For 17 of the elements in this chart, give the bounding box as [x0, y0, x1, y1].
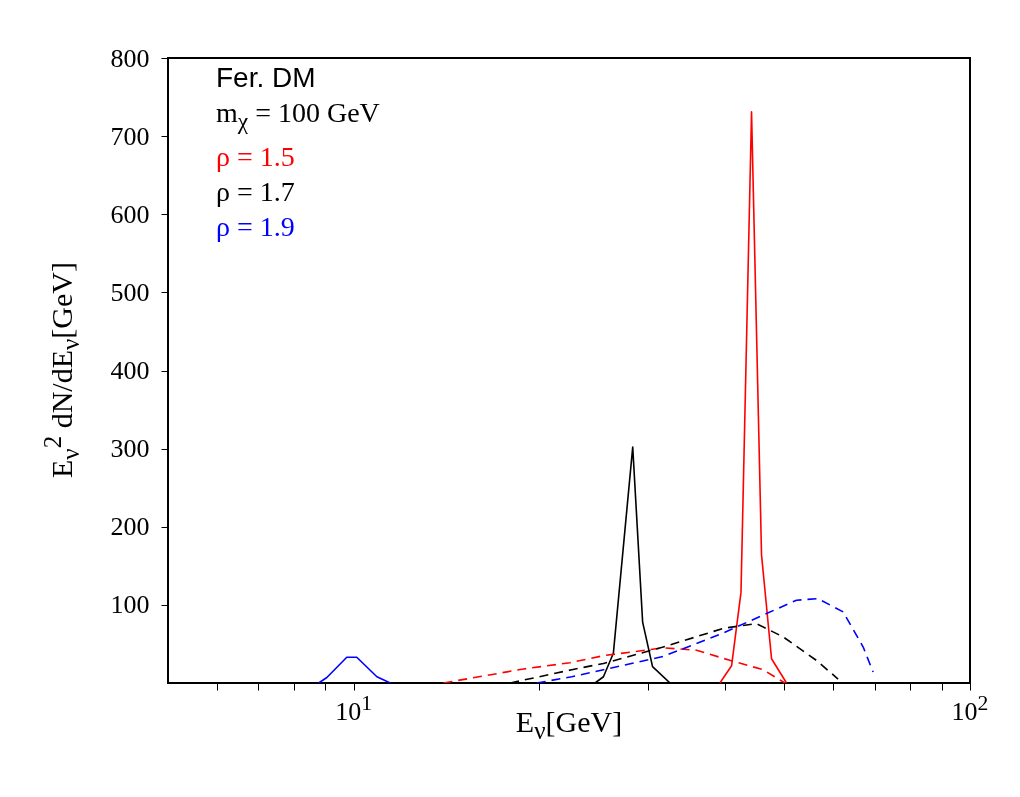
y-tick-label: 600: [110, 199, 150, 229]
y-tick-label: 300: [110, 434, 150, 464]
text: ρ = 1.9: [216, 209, 296, 244]
x-axis-title: E$_{ν}$[GeV]: [515, 705, 623, 745]
line-series: [317, 656, 392, 683]
y-tick-label: 700: [110, 121, 150, 151]
x-tick-label: 10$^{1}$: [335, 691, 372, 727]
annotation: Fer. DM: [216, 61, 317, 95]
text: ρ = 1.5: [216, 139, 296, 174]
text: ρ = 1.7: [216, 174, 296, 209]
y-tick-label: 500: [110, 277, 150, 307]
x-tick-label: 10$^{2}$: [951, 691, 989, 727]
y-tick-label: 200: [110, 512, 150, 542]
y-tick-label: 400: [110, 356, 150, 385]
y-tick-label: 100: [110, 590, 150, 620]
y-tick-label: 800: [110, 43, 150, 73]
annotation: m$_{χ}$ = 100 GeV: [216, 96, 380, 136]
